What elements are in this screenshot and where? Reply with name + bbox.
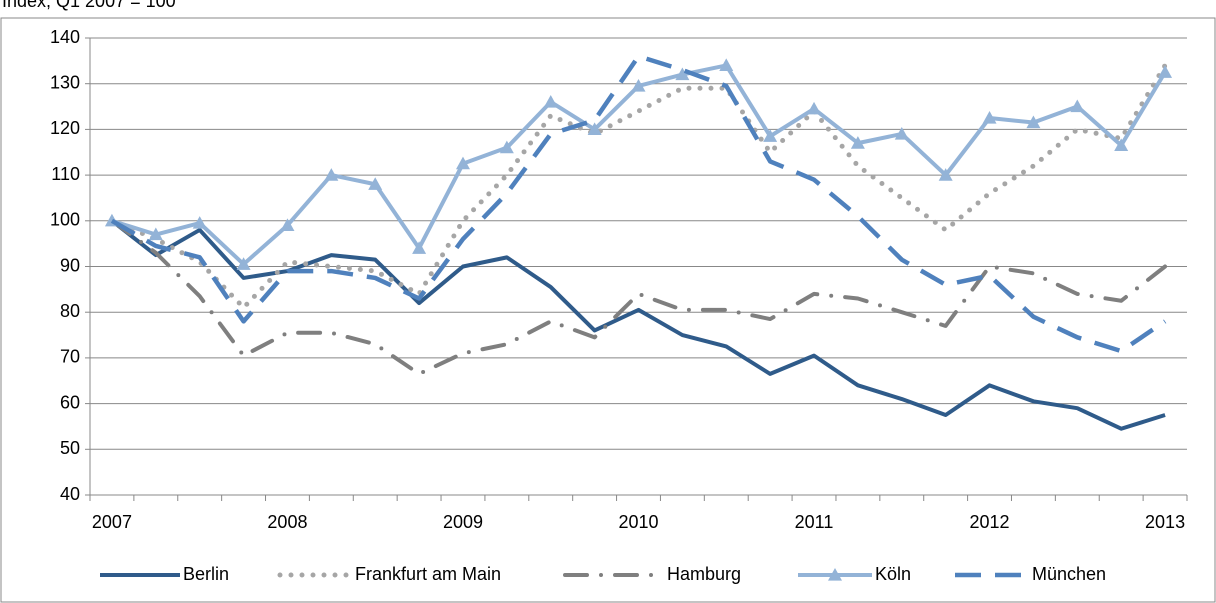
- y-tick-label: 70: [60, 347, 80, 367]
- point-marker: [763, 129, 778, 142]
- point-marker: [280, 218, 295, 231]
- point-marker: [1114, 138, 1129, 151]
- series-line: [109, 62, 1168, 311]
- legend-marker: [828, 568, 842, 581]
- point-marker: [324, 168, 339, 181]
- point-marker: [455, 156, 470, 170]
- point-marker: [192, 216, 207, 229]
- point-marker: [499, 140, 514, 154]
- legend-label: Hamburg: [667, 564, 741, 584]
- legend-label: Frankfurt am Main: [355, 564, 501, 584]
- y-tick-label: 90: [60, 255, 80, 275]
- x-tick-label: 2008: [267, 512, 307, 532]
- point-marker: [543, 94, 558, 108]
- x-tick-label: 2010: [618, 512, 658, 532]
- series-line: [110, 219, 1166, 431]
- point-marker: [1158, 65, 1173, 78]
- y-tick-label: 110: [51, 164, 80, 184]
- point-marker: [412, 241, 427, 254]
- chart-title: Index, Q1 2007 = 100: [2, 0, 176, 11]
- point-marker: [631, 78, 646, 92]
- point-marker: [938, 168, 953, 181]
- point-marker: [719, 58, 734, 72]
- point-marker: [148, 227, 163, 241]
- legend-label: München: [1032, 564, 1106, 584]
- point-marker: [807, 101, 822, 115]
- y-tick-label: 40: [60, 484, 80, 504]
- y-tick-label: 100: [50, 210, 80, 230]
- x-tick-label: 2009: [443, 512, 483, 532]
- point-marker: [982, 110, 997, 124]
- legend-label: Berlin: [183, 564, 229, 584]
- point-marker: [1026, 115, 1041, 129]
- y-tick-label: 140: [50, 27, 80, 47]
- point-marker: [587, 122, 602, 135]
- x-tick-label: 2013: [1145, 512, 1185, 532]
- series-line: [110, 54, 1167, 354]
- point-marker: [850, 136, 865, 149]
- point-marker: [368, 177, 383, 190]
- series-line: [109, 218, 1168, 376]
- x-tick-label: 2007: [92, 512, 132, 532]
- chart-border: [0, 17, 1216, 603]
- y-tick-label: 80: [60, 301, 80, 321]
- legend-label: Köln: [875, 564, 911, 584]
- y-tick-label: 120: [50, 118, 80, 138]
- point-marker: [1070, 99, 1085, 113]
- point-marker: [894, 126, 909, 140]
- x-tick-label: 2012: [970, 512, 1010, 532]
- y-tick-label: 50: [60, 438, 80, 458]
- y-tick-label: 60: [60, 392, 80, 412]
- point-marker: [236, 257, 251, 270]
- series-line: [111, 63, 1167, 267]
- x-tick-label: 2011: [795, 512, 834, 532]
- y-tick-label: 130: [50, 72, 80, 92]
- point-marker: [675, 67, 690, 81]
